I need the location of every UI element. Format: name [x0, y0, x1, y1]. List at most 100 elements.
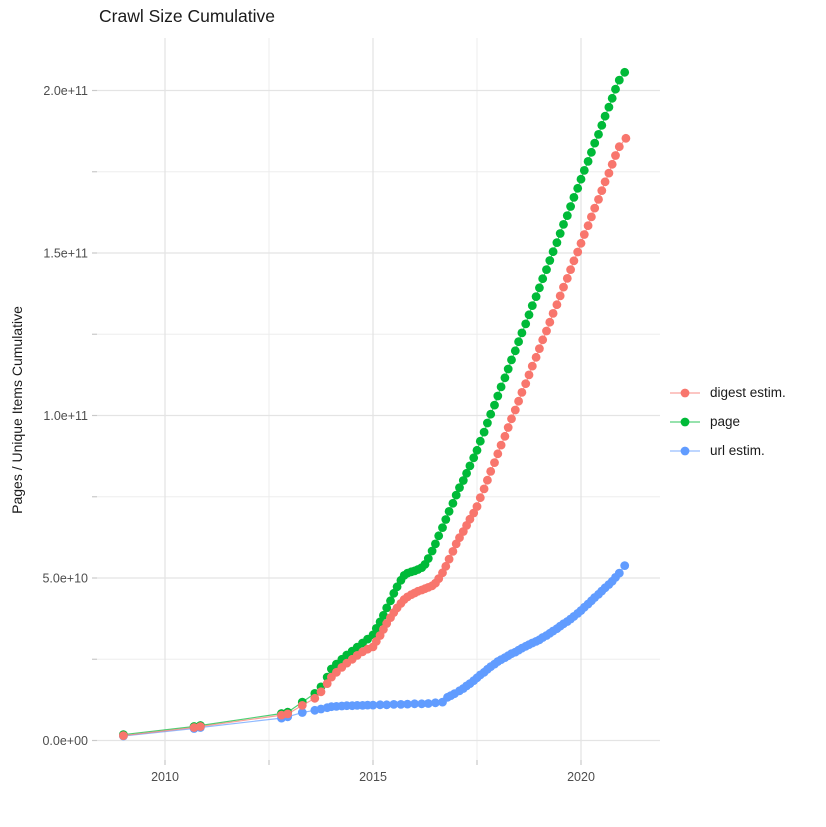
data-point-page	[576, 174, 586, 184]
data-point-digest-estim-	[496, 440, 506, 450]
data-point-page	[521, 319, 531, 329]
data-point-page	[614, 75, 624, 85]
data-point-page	[438, 523, 447, 532]
legend-label-digest: digest estim.	[710, 385, 786, 400]
legend-key-dot	[680, 446, 690, 455]
data-point-digest-estim-	[569, 256, 579, 266]
data-point-digest-estim-	[531, 352, 541, 362]
data-point-page	[423, 554, 433, 563]
data-point-page	[475, 436, 485, 446]
legend-item-digest: digest estim.	[668, 378, 786, 407]
data-point-digest-estim-	[562, 274, 572, 283]
legend-label-url: url estim.	[710, 443, 765, 458]
legend-item-url: url estim.	[668, 436, 786, 465]
data-point-page	[590, 138, 600, 148]
legend-label-page: page	[710, 414, 741, 429]
data-point-digest-estim-	[527, 361, 537, 371]
data-point-url-estim-	[297, 708, 307, 717]
data-point-url-estim-	[417, 699, 427, 709]
data-point-page	[542, 265, 551, 274]
data-point-page	[500, 373, 510, 383]
data-point-page	[465, 461, 475, 471]
data-point-url-estim-	[368, 700, 378, 710]
data-point-page	[441, 515, 451, 524]
data-point-digest-estim-	[483, 475, 492, 485]
data-point-digest-estim-	[493, 449, 503, 459]
data-point-page	[552, 238, 562, 248]
data-point-url-estim-	[423, 699, 433, 708]
data-point-page	[597, 120, 607, 130]
data-point-page	[604, 102, 614, 112]
data-point-digest-estim-	[590, 203, 600, 213]
data-point-digest-estim-	[542, 326, 551, 336]
data-point-url-estim-	[389, 700, 399, 709]
data-point-page	[386, 596, 395, 606]
data-point-digest-estim-	[566, 265, 575, 274]
data-point-page	[462, 468, 471, 478]
y-tick-label: 1.5e+11	[43, 247, 88, 261]
data-point-page	[562, 211, 572, 221]
data-point-url-estim-	[375, 700, 385, 710]
legend-key-url-icon	[670, 446, 700, 455]
legend-key-digest-icon	[670, 388, 700, 397]
data-point-digest-estim-	[552, 300, 562, 310]
data-point-page	[496, 382, 506, 392]
data-point-digest-estim-	[535, 344, 544, 353]
data-point-url-estim-	[396, 700, 406, 709]
data-point-page	[594, 130, 603, 139]
data-point-digest-estim-	[507, 414, 516, 424]
data-point-digest-estim-	[316, 687, 326, 697]
data-point-page	[583, 157, 593, 166]
data-point-digest-estim-	[597, 186, 607, 196]
data-point-page	[503, 364, 513, 374]
data-point-page	[382, 603, 392, 613]
data-point-page	[434, 531, 444, 541]
data-point-url-estim-	[410, 699, 419, 709]
data-point-page	[531, 292, 541, 301]
data-point-digest-estim-	[538, 335, 548, 345]
data-point-digest-estim-	[486, 467, 496, 476]
data-point-page	[527, 301, 537, 310]
data-point-page	[510, 346, 520, 356]
data-point-page	[566, 202, 575, 211]
data-point-page	[535, 283, 544, 293]
data-point-page	[379, 611, 388, 620]
legend-key-dot	[680, 417, 690, 426]
data-point-page	[538, 274, 548, 284]
y-tick-label: 0.0e+00	[42, 734, 88, 748]
data-point-url-estim-	[403, 699, 412, 709]
data-point-page	[451, 490, 461, 500]
data-point-digest-estim-	[479, 484, 489, 494]
data-point-digest-estim-	[503, 423, 513, 432]
data-point-page	[427, 546, 437, 556]
data-point-digest-estim-	[611, 151, 620, 160]
data-point-page	[548, 247, 558, 257]
data-point-page	[483, 418, 492, 428]
data-point-page	[514, 337, 523, 347]
data-point-url-estim-	[382, 700, 392, 710]
data-point-digest-estim-	[469, 508, 479, 518]
data-point-digest-estim-	[524, 370, 534, 380]
data-point-url-estim-	[431, 698, 440, 708]
data-point-page	[490, 400, 499, 410]
data-point-page	[431, 539, 440, 549]
data-point-url-estim-	[614, 568, 624, 578]
data-point-digest-estim-	[196, 722, 205, 731]
data-point-url-estim-	[620, 561, 630, 570]
data-point-page	[469, 453, 479, 463]
data-point-digest-estim-	[490, 458, 499, 467]
data-point-page	[569, 193, 579, 202]
data-point-page	[479, 427, 489, 437]
data-point-page	[371, 624, 381, 633]
data-point-page	[458, 476, 468, 485]
y-tick-label: 5.0e+10	[42, 572, 88, 586]
data-point-page	[375, 617, 385, 627]
data-point-page	[517, 328, 527, 338]
data-point-digest-estim-	[444, 554, 454, 564]
data-point-page	[607, 93, 617, 103]
data-point-page	[448, 498, 458, 508]
chart-title: Crawl Size Cumulative	[99, 6, 276, 26]
x-tick-label: 2015	[359, 770, 387, 784]
